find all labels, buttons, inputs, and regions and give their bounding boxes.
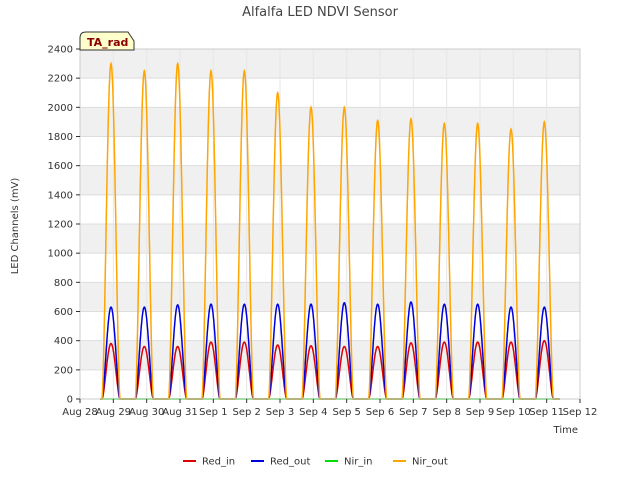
chart-title: Alfalfa LED NDVI Sensor xyxy=(242,5,399,20)
badge-label: TA_rad xyxy=(87,36,128,49)
ta-rad-badge: TA_rad xyxy=(79,31,135,51)
x-tick-label: Aug 31 xyxy=(162,407,197,418)
x-tick-label: Aug 30 xyxy=(129,407,164,418)
plot-band xyxy=(80,253,580,283)
y-axis: 0 200 400 600 800 1000 1200 1400 1600 1800 2000 220… xyxy=(48,45,80,406)
x-tick-label: Sep 9 xyxy=(466,407,494,418)
x-tick-label: Aug 29 xyxy=(96,407,131,418)
x-tick-label: Sep 10 xyxy=(496,407,531,418)
y-tick-label: 2200 xyxy=(48,74,73,85)
legend-label: Nir_in xyxy=(344,457,373,468)
legend-label: Nir_out xyxy=(412,457,448,468)
y-tick-label: 2000 xyxy=(48,103,73,114)
x-tick-label: Aug 28 xyxy=(62,407,97,418)
x-tick-label: Sep 12 xyxy=(563,407,598,418)
legend-label: Red_in xyxy=(202,457,235,468)
x-tick-label: Sep 1 xyxy=(199,407,227,418)
x-tick-label: Sep 5 xyxy=(332,407,360,418)
y-axis-label: LED Channels (mV) xyxy=(10,178,21,275)
plot-band xyxy=(80,165,580,195)
x-tick-label: Sep 3 xyxy=(266,407,294,418)
plot-background xyxy=(80,49,580,399)
legend-label: Red_out xyxy=(270,457,310,468)
legend: Red_in Red_out Nir_in Nir_out xyxy=(183,457,448,468)
y-tick-label: 600 xyxy=(54,307,73,318)
plot-band xyxy=(80,224,580,254)
y-tick-label: 0 xyxy=(67,395,73,406)
plot-band xyxy=(80,136,580,166)
y-tick-label: 1600 xyxy=(48,161,73,172)
plot-band xyxy=(80,78,580,108)
y-tick-label: 1400 xyxy=(48,190,73,201)
plot-band xyxy=(80,340,580,370)
x-tick-label: Sep 6 xyxy=(366,407,394,418)
plot-band xyxy=(80,194,580,224)
y-tick-label: 200 xyxy=(54,365,73,376)
plot-band xyxy=(80,49,580,79)
y-tick-label: 1800 xyxy=(48,132,73,143)
y-tick-label: 800 xyxy=(54,278,73,289)
x-axis-label: Time xyxy=(553,425,578,436)
y-tick-label: 1000 xyxy=(48,249,73,260)
x-tick-label: Sep 11 xyxy=(529,407,564,418)
plot-band xyxy=(80,107,580,137)
y-tick-label: 400 xyxy=(54,336,73,347)
grid xyxy=(79,48,581,400)
y-tick-label: 2400 xyxy=(48,45,73,56)
x-tick-label: Sep 2 xyxy=(232,407,260,418)
y-tick-label: 1200 xyxy=(48,220,73,231)
plot-band xyxy=(80,369,580,399)
x-tick-label: Sep 7 xyxy=(399,407,427,418)
x-tick-label: Sep 8 xyxy=(432,407,460,418)
x-tick-label: Sep 4 xyxy=(299,407,327,418)
plot-band xyxy=(80,282,580,312)
plot-band xyxy=(80,311,580,341)
